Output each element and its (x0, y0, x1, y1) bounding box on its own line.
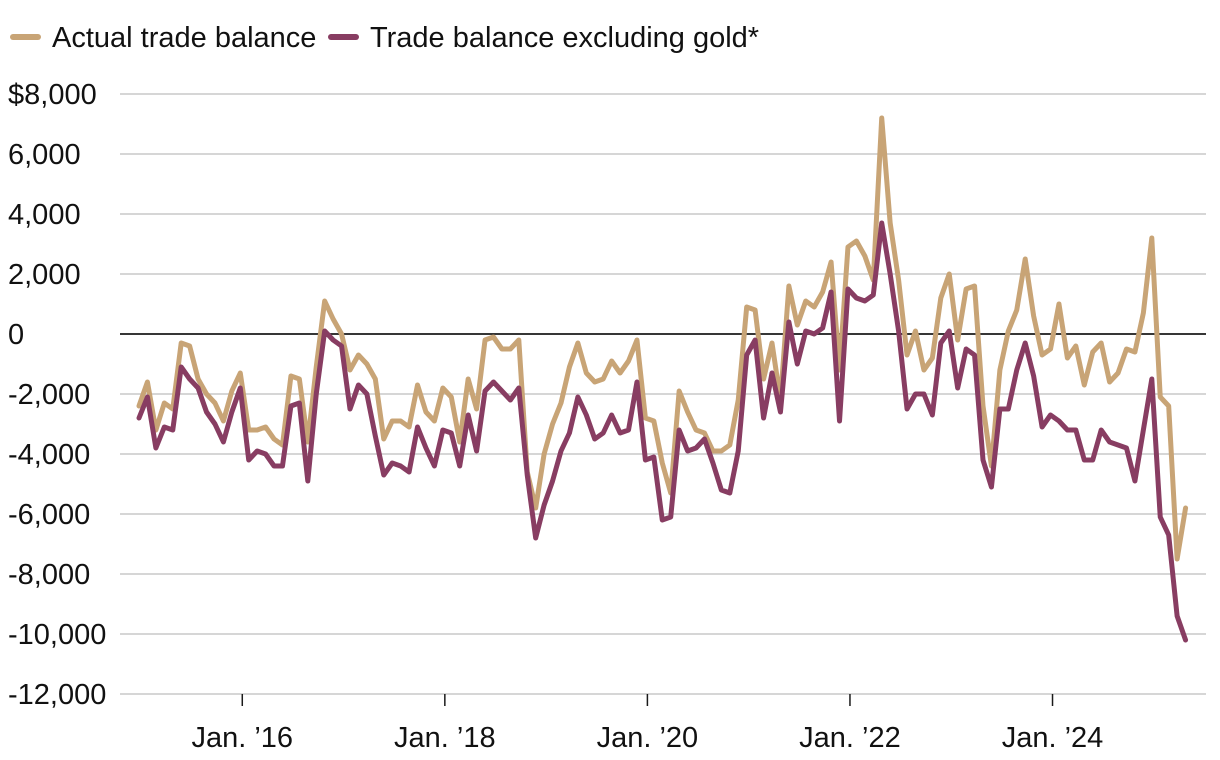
x-tick-label: Jan. ’24 (1002, 722, 1104, 754)
y-tick-label: $8,000 (8, 79, 97, 111)
x-tick-label: Jan. ’16 (191, 722, 293, 754)
y-tick-label: -2,000 (8, 379, 90, 411)
y-tick-label: -10,000 (8, 619, 106, 651)
series-line-actual-trade-balance (136, 115, 1189, 562)
y-tick-label: -8,000 (8, 559, 90, 591)
x-tick-label: Jan. ’22 (799, 722, 901, 754)
y-tick-label: 0 (8, 319, 24, 351)
x-tick-label: Jan. ’18 (394, 722, 496, 754)
x-axis: Jan. ’16 Jan. ’18 Jan. ’20 Jan. ’22 Jan. ’24 (191, 694, 1103, 754)
x-tick-label: Jan. ’20 (597, 722, 699, 754)
y-tick-label: 2,000 (8, 259, 81, 291)
y-axis-labels: $8,000 6,000 4,000 2,000 0 -2,000 -4,000 -6,000… (8, 79, 106, 711)
legend-label-actual: Actual trade balance (52, 22, 316, 54)
legend-label-ex-gold: Trade balance excluding gold* (370, 22, 759, 54)
gridlines (120, 93, 1206, 695)
y-tick-label: 4,000 (8, 199, 81, 231)
series-line-trade-balance-excluding-gold (136, 220, 1189, 643)
y-tick-label: 6,000 (8, 139, 81, 171)
series-lines (136, 115, 1189, 643)
legend: Actual trade balance Trade balance exclu… (10, 22, 759, 54)
y-tick-label: -12,000 (8, 679, 106, 711)
y-tick-label: -4,000 (8, 439, 90, 471)
y-tick-label: -6,000 (8, 499, 90, 531)
